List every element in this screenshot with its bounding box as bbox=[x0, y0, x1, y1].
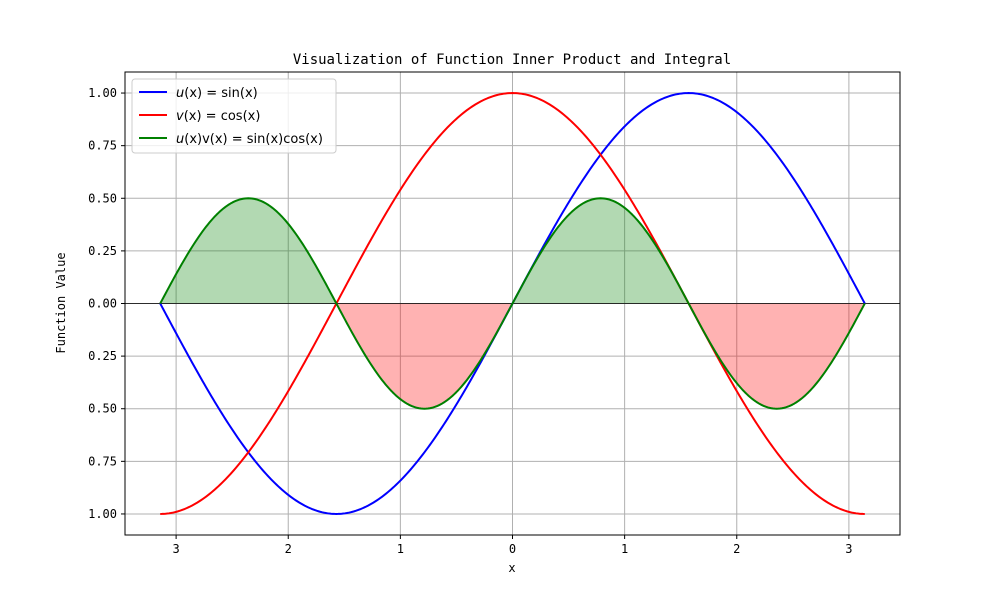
y-tick-label: 0.50 bbox=[88, 191, 117, 205]
y-tick-label: 0.25 bbox=[88, 244, 117, 258]
x-tick-label: 3 bbox=[845, 542, 852, 556]
y-tick-label: 1.00 bbox=[88, 86, 117, 100]
y-tick-label: 0.75 bbox=[88, 139, 117, 153]
y-tick-label: 0.25 bbox=[88, 349, 117, 363]
x-tick-label: 2 bbox=[733, 542, 740, 556]
x-tick-label: 1 bbox=[621, 542, 628, 556]
x-tick-label: 0 bbox=[509, 542, 516, 556]
chart-title: Visualization of Function Inner Product … bbox=[293, 52, 731, 68]
y-axis-label: Function Value bbox=[54, 252, 68, 353]
x-tick-label: 3 bbox=[172, 542, 179, 556]
y-tick-label: 0.75 bbox=[88, 454, 117, 468]
y-tick-label: 0.50 bbox=[88, 402, 117, 416]
legend: u(x) = sin(x) v(x) = cos(x) u(x)v(x) = s… bbox=[132, 79, 336, 153]
y-tick-label: 0.00 bbox=[88, 297, 117, 311]
legend-label-sin: u(x) = sin(x) bbox=[176, 86, 258, 101]
legend-label-product: u(x)v(x) = sin(x)cos(x) bbox=[176, 132, 323, 147]
x-tick-label: 1 bbox=[397, 542, 404, 556]
x-axis-label: x bbox=[508, 561, 515, 575]
y-tick-label: 1.00 bbox=[88, 507, 117, 521]
x-tick-label: 2 bbox=[285, 542, 292, 556]
legend-label-cos: v(x) = cos(x) bbox=[176, 109, 260, 124]
